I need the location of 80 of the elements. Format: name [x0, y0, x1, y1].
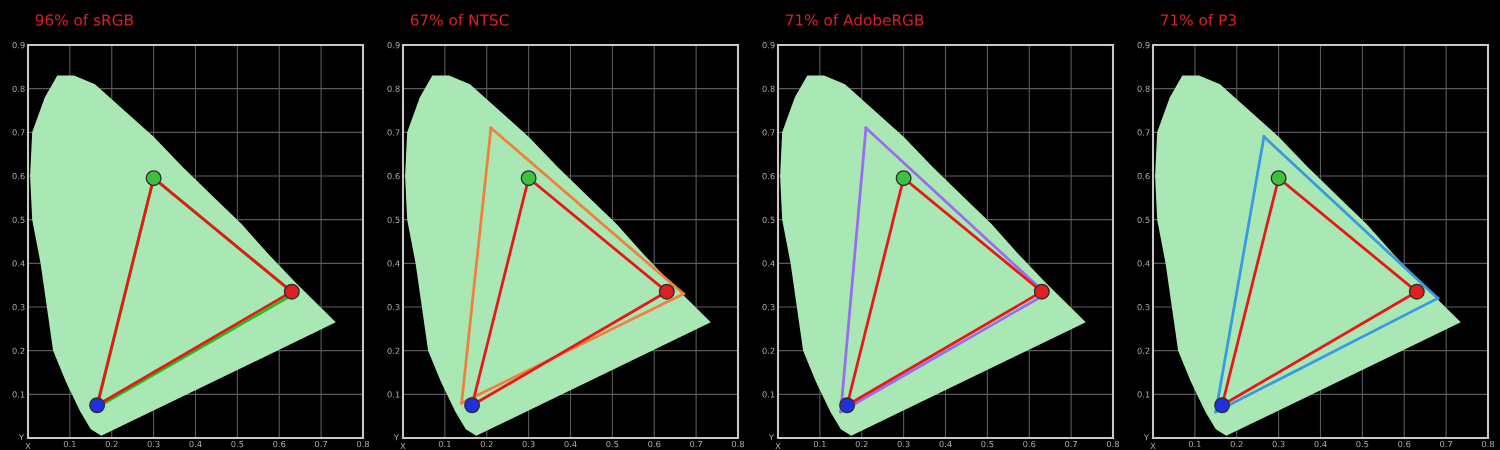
y-tick-label: 0.7 — [762, 129, 775, 136]
x-tick-label: 0.6 — [1023, 440, 1036, 448]
y-tick-label: 0.2 — [387, 347, 400, 354]
x-axis-title: X — [775, 442, 781, 450]
y-tick-label: 0.4 — [1137, 260, 1150, 267]
y-tick-label: 0.5 — [762, 216, 775, 223]
x-tick-label: 0.1 — [813, 440, 826, 448]
y-tick-label: 0.1 — [12, 391, 25, 398]
x-tick-label: 0.4 — [189, 440, 202, 448]
x-tick-label: 0.8 — [1481, 440, 1495, 448]
y-tick-label: 0.2 — [12, 347, 25, 354]
y-tick-label: 0.2 — [762, 347, 775, 354]
x-tick-label: 0.6 — [648, 440, 661, 448]
x-tick-label: 0.5 — [981, 440, 994, 448]
chart-title: 96% of sRGB — [35, 13, 133, 26]
x-tick-label: 0.3 — [522, 440, 535, 448]
x-tick-label: 0.7 — [1065, 440, 1078, 448]
y-tick-label: 0.3 — [1137, 303, 1150, 311]
y-tick-label: 0.9 — [12, 41, 25, 49]
x-tick-label: 0.7 — [690, 440, 703, 448]
y-tick-label: 0.8 — [762, 85, 775, 92]
x-tick-label: 0.3 — [147, 440, 160, 448]
y-tick-label: 0.6 — [12, 172, 25, 180]
y-tick-label: 0.7 — [1137, 129, 1150, 136]
y-tick-label: 0.6 — [762, 172, 775, 180]
y-tick-label: 0.7 — [12, 129, 25, 136]
x-tick-label: 0.7 — [315, 440, 328, 448]
x-tick-label: 0.3 — [1272, 440, 1285, 448]
x-tick-label: 0.5 — [606, 440, 619, 448]
x-tick-label: 0.3 — [897, 440, 910, 448]
y-tick-label: 0.8 — [1137, 85, 1150, 92]
x-axis-title: X — [25, 442, 31, 450]
x-tick-label: 0.4 — [939, 440, 952, 448]
y-tick-label: 0.5 — [1137, 216, 1150, 223]
x-tick-label: 0.6 — [1398, 440, 1411, 448]
y-tick-label: 0.9 — [387, 41, 400, 49]
y-tick-label: 0.1 — [762, 391, 775, 398]
x-tick-label: 0.5 — [1356, 440, 1369, 448]
y-axis-title: Y — [1143, 434, 1149, 441]
chart-title: 71% of P3 — [1160, 13, 1236, 26]
y-tick-label: 0.4 — [762, 260, 775, 267]
y-tick-label: 0.1 — [1137, 391, 1150, 398]
x-tick-label: 0.1 — [63, 440, 76, 448]
y-tick-label: 0.3 — [12, 303, 25, 311]
y-tick-label: 0.6 — [387, 172, 400, 180]
x-axis-title: X — [1150, 442, 1156, 450]
y-tick-label: 0.3 — [762, 303, 775, 311]
x-tick-label: 0.8 — [731, 440, 745, 448]
y-tick-label: 0.8 — [387, 85, 400, 92]
chart-title: 67% of NTSC — [410, 13, 509, 26]
x-tick-label: 0.7 — [1440, 440, 1453, 448]
y-tick-label: 0.6 — [1137, 172, 1150, 180]
x-tick-label: 0.2 — [105, 440, 118, 448]
x-tick-label: 0.8 — [356, 440, 370, 448]
x-tick-label: 0.1 — [1188, 440, 1201, 448]
x-tick-label: 0.6 — [273, 440, 286, 448]
y-tick-label: 0.4 — [387, 260, 400, 267]
x-tick-label: 0.8 — [1106, 440, 1120, 448]
chart-title: 71% of AdobeRGB — [785, 13, 924, 26]
y-axis-title: Y — [768, 434, 774, 441]
x-tick-label: 0.1 — [438, 440, 451, 448]
y-tick-label: 0.9 — [1137, 41, 1150, 49]
x-tick-label: 0.2 — [480, 440, 493, 448]
y-tick-label: 0.4 — [12, 260, 25, 267]
x-tick-label: 0.5 — [231, 440, 244, 448]
y-tick-label: 0.3 — [387, 303, 400, 311]
y-tick-label: 0.1 — [387, 391, 400, 398]
y-tick-label: 0.9 — [762, 41, 775, 49]
y-tick-label: 0.7 — [387, 129, 400, 136]
x-tick-label: 0.4 — [1314, 440, 1327, 448]
x-tick-label: 0.2 — [855, 440, 868, 448]
x-axis-title: X — [400, 442, 406, 450]
x-tick-label: 0.2 — [1230, 440, 1243, 448]
y-tick-label: 0.5 — [12, 216, 25, 223]
y-tick-label: 0.8 — [12, 85, 25, 92]
y-axis-title: Y — [18, 434, 24, 441]
x-tick-label: 0.4 — [564, 440, 577, 448]
y-tick-label: 0.5 — [387, 216, 400, 223]
y-tick-label: 0.2 — [1137, 347, 1150, 354]
y-axis-title: Y — [393, 434, 399, 441]
